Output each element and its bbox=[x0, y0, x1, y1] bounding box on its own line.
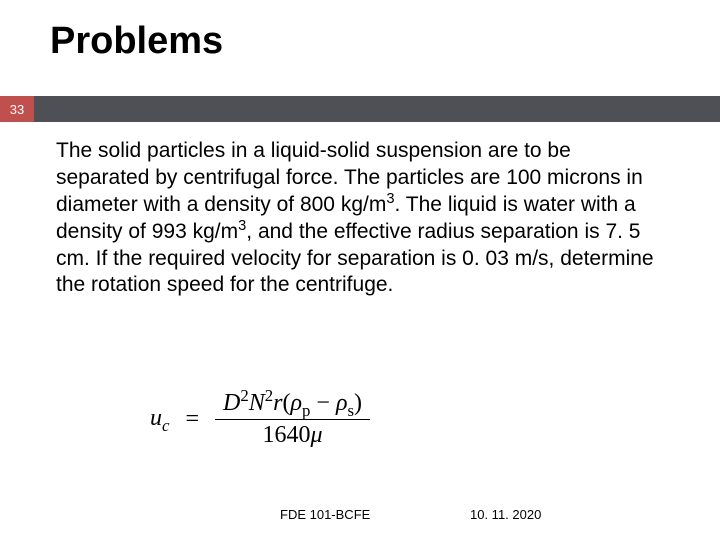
slide-title: Problems bbox=[50, 20, 223, 63]
fraction: D2N2r(ρp − ρs) 1640μ bbox=[215, 390, 370, 449]
rho-s: ρ bbox=[336, 390, 348, 416]
header-bar: 33 bbox=[0, 96, 720, 122]
den-mu: μ bbox=[310, 422, 322, 448]
footer-left: FDE 101-BCFE bbox=[280, 507, 370, 522]
rho-p: ρ bbox=[290, 390, 302, 416]
equals-sign: = bbox=[185, 406, 199, 433]
formula-lhs-var: u bbox=[150, 405, 162, 431]
superscript: 3 bbox=[386, 191, 394, 207]
num-D-sup: 2 bbox=[240, 386, 248, 405]
formula: uc = D2N2r(ρp − ρs) 1640μ bbox=[150, 390, 370, 449]
numerator: D2N2r(ρp − ρs) bbox=[215, 390, 370, 420]
rho-s-sub: s bbox=[347, 401, 354, 420]
denominator: 1640μ bbox=[215, 420, 370, 449]
minus: − bbox=[310, 390, 336, 416]
header-bar-fill bbox=[34, 96, 720, 122]
body-paragraph: The solid particles in a liquid-solid su… bbox=[56, 138, 664, 299]
num-r: r bbox=[273, 390, 282, 416]
num-N: N bbox=[249, 390, 265, 416]
footer-right: 10. 11. 2020 bbox=[470, 507, 541, 522]
den-const: 1640 bbox=[262, 422, 310, 448]
num-N-sup: 2 bbox=[265, 386, 273, 405]
page-number-badge: 33 bbox=[0, 96, 34, 122]
formula-lhs-sub: c bbox=[162, 416, 169, 435]
num-D: D bbox=[223, 390, 240, 416]
slide: Problems 33 The solid particles in a liq… bbox=[0, 0, 720, 540]
